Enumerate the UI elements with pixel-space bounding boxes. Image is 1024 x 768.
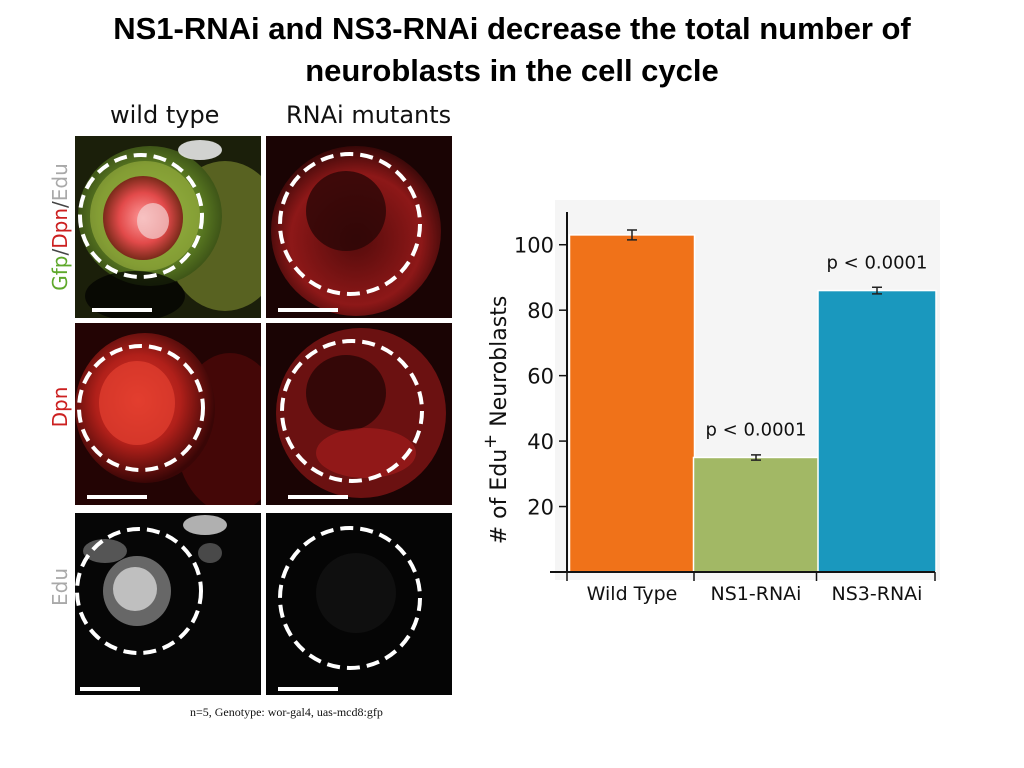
bars-group [568, 234, 937, 573]
error-bars-group [627, 229, 882, 461]
row-label-gfp-dpn-edu: Gfp/Dpn/Edu [48, 137, 72, 317]
label-edu: Edu [48, 568, 72, 607]
error-bar-ns1-rnai [751, 454, 761, 461]
label-gfp: Gfp [48, 255, 72, 291]
label-dpn: Dpn [48, 208, 72, 249]
error-bar-ns3-rnai [872, 286, 882, 295]
label-slash: / [48, 201, 72, 208]
p-value-annotation: p < 0.0001 [827, 253, 928, 274]
label-slash: / [48, 248, 72, 256]
x-labels-group: Wild Type NS1-RNAi NS3-RNAi [566, 572, 936, 605]
y-tick-label: 20 [527, 496, 554, 520]
micrograph-dpn-rnai [266, 323, 452, 505]
annotations-group: p < 0.0001 p < 0.0001 [706, 253, 928, 441]
footnote: n=5, Genotype: wor-gal4, uas-mcd8:gfp [190, 705, 383, 719]
y-axis-label: # of Edu+ Neuroblasts [480, 296, 512, 545]
bar-chart: p < 0.0001 p < 0.0001 20 40 60 80 100 Wild Ty… [480, 200, 940, 605]
p-value-annotation: p < 0.0001 [706, 419, 807, 440]
label-dpn: Dpn [48, 386, 72, 428]
row-label-dpn: Dpn [48, 317, 72, 497]
y-axis-label-main: # of Edu [487, 449, 512, 544]
micrograph-merged-wild-type [75, 136, 261, 318]
x-tick-label: NS3-RNAi [832, 583, 923, 605]
x-tick-label: Wild Type [587, 583, 678, 605]
label-edu: Edu [48, 163, 72, 202]
micrograph-dpn-wild-type [75, 323, 261, 505]
y-axis-label-superscript: + [480, 434, 501, 449]
y-tick-label: 80 [527, 299, 554, 323]
micrograph-edu-wild-type [75, 513, 261, 695]
micrograph-merged-rnai [266, 136, 452, 318]
bar-wild-type [568, 234, 696, 573]
column-label-wild-type: wild type [110, 101, 220, 129]
row-label-edu: Edu [48, 497, 72, 677]
bar-ns3-rnai [817, 289, 937, 573]
figure-title: NS1-RNAi and NS3-RNAi decrease the total… [0, 8, 1024, 92]
column-label-rnai-mutants: RNAi mutants [286, 101, 452, 129]
y-tick-label: 100 [514, 234, 554, 258]
y-axis-label-tail: Neuroblasts [487, 296, 512, 434]
title-line-2: neuroblasts in the cell cycle [305, 53, 719, 88]
title-line-1: NS1-RNAi and NS3-RNAi decrease the total… [113, 11, 911, 46]
y-ticks-group: 20 40 60 80 100 [514, 234, 567, 520]
error-bar-wild-type [627, 229, 637, 241]
bar-ns1-rnai [692, 456, 820, 573]
y-tick-label: 60 [527, 365, 554, 389]
x-tick-label: NS1-RNAi [711, 583, 802, 605]
micrograph-edu-rnai [266, 513, 452, 695]
y-tick-label: 40 [527, 430, 554, 454]
